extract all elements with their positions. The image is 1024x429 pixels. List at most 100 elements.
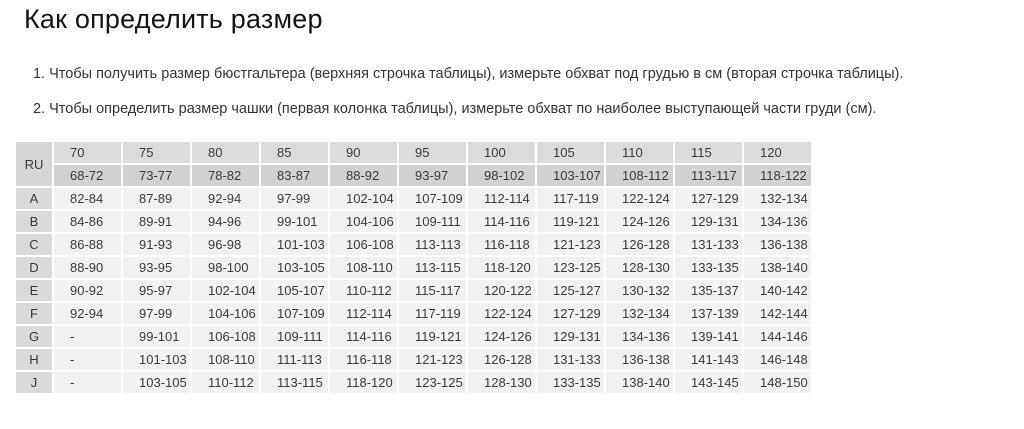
- size-table-body: A 82-84 87-89 92-94 97-99 102-104 107-109 112-1…: [16, 188, 811, 393]
- size-range-cell: 97-99: [261, 188, 328, 209]
- size-range-cell: 121-123: [399, 349, 466, 370]
- size-range-cell: 138-140: [606, 372, 673, 393]
- size-range-cell: 117-119: [537, 188, 604, 209]
- cup-letter-cell: C: [16, 234, 52, 255]
- size-range-cell: 134-136: [606, 326, 673, 347]
- size-range-cell: 84-86: [54, 211, 121, 232]
- cup-letter-cell: F: [16, 303, 52, 324]
- size-range-cell: 125-127: [537, 280, 604, 301]
- size-range-cell: 131-133: [675, 234, 742, 255]
- size-range-cell: 114-116: [330, 326, 397, 347]
- size-range-cell: 98-100: [192, 257, 259, 278]
- underbust-range-cell: 73-77: [123, 165, 190, 186]
- size-range-cell: 97-99: [123, 303, 190, 324]
- band-size-cell: 75: [123, 142, 190, 163]
- size-table: RU 70 75 80 85 90 95 100 105 110 115 120 68-72 73-77 7…: [14, 140, 813, 395]
- cup-letter-cell: B: [16, 211, 52, 232]
- size-range-cell: 111-113: [261, 349, 328, 370]
- band-size-cell: 115: [675, 142, 742, 163]
- underbust-range-cell: 93-97: [399, 165, 466, 186]
- size-range-cell: 131-133: [537, 349, 604, 370]
- size-range-cell: 105-107: [261, 280, 328, 301]
- cup-row-F: F 92-94 97-99 104-106 107-109 112-114 117-119 1…: [16, 303, 811, 324]
- band-size-row: RU 70 75 80 85 90 95 100 105 110 115 120: [16, 142, 811, 186]
- size-range-cell: 102-104: [330, 188, 397, 209]
- size-range-cell: 116-118: [468, 234, 535, 255]
- size-range-cell: 107-109: [399, 188, 466, 209]
- underbust-range-cell: 98-102: [468, 165, 535, 186]
- size-range-cell: 126-128: [468, 349, 535, 370]
- corner-ru-cell: RU: [16, 142, 52, 186]
- size-range-cell: 121-123: [537, 234, 604, 255]
- band-size-cell: 120: [744, 142, 811, 163]
- cup-letter-cell: A: [16, 188, 52, 209]
- size-range-cell: 109-111: [261, 326, 328, 347]
- size-range-cell: 128-130: [468, 372, 535, 393]
- size-range-cell: -: [54, 372, 121, 393]
- band-size-cell: 85: [261, 142, 328, 163]
- band-size-cell: 80: [192, 142, 259, 163]
- size-range-cell: 109-111: [399, 211, 466, 232]
- size-range-cell: 148-150: [744, 372, 811, 393]
- size-range-cell: 102-104: [192, 280, 259, 301]
- size-range-cell: 144-146: [744, 326, 811, 347]
- size-range-cell: 99-101: [261, 211, 328, 232]
- size-range-cell: 82-84: [54, 188, 121, 209]
- size-range-cell: 133-135: [675, 257, 742, 278]
- size-range-cell: 93-95: [123, 257, 190, 278]
- size-range-cell: 96-98: [192, 234, 259, 255]
- size-range-cell: 91-93: [123, 234, 190, 255]
- size-range-cell: 127-129: [675, 188, 742, 209]
- size-range-cell: 129-131: [675, 211, 742, 232]
- size-range-cell: 108-110: [330, 257, 397, 278]
- size-range-cell: 90-92: [54, 280, 121, 301]
- size-range-cell: 112-114: [330, 303, 397, 324]
- size-range-cell: 135-137: [675, 280, 742, 301]
- size-range-cell: 129-131: [537, 326, 604, 347]
- size-range-cell: 136-138: [606, 349, 673, 370]
- page-title: Как определить размер: [24, 4, 323, 34]
- cup-row-H: H -101-103 108-110 111-113 116-118 121-123 126…: [16, 349, 811, 370]
- size-range-cell: 126-128: [606, 234, 673, 255]
- band-size-cell: 105: [537, 142, 604, 163]
- size-range-cell: 118-120: [468, 257, 535, 278]
- size-range-cell: 104-106: [330, 211, 397, 232]
- cup-row-C: C 86-88 91-93 96-98 101-103 106-108 113-113 116…: [16, 234, 811, 255]
- size-range-cell: 136-138: [744, 234, 811, 255]
- size-range-cell: 138-140: [744, 257, 811, 278]
- size-range-cell: 107-109: [261, 303, 328, 324]
- band-size-cell: 95: [399, 142, 466, 163]
- size-range-cell: 95-97: [123, 280, 190, 301]
- band-size-cell: 100: [468, 142, 535, 163]
- size-range-cell: 117-119: [399, 303, 466, 324]
- size-range-cell: 88-90: [54, 257, 121, 278]
- underbust-range-cell: 68-72: [54, 165, 121, 186]
- size-range-cell: 119-121: [399, 326, 466, 347]
- size-range-cell: 94-96: [192, 211, 259, 232]
- size-range-cell: 114-116: [468, 211, 535, 232]
- size-range-cell: 137-139: [675, 303, 742, 324]
- size-range-cell: 130-132: [606, 280, 673, 301]
- size-range-cell: 134-136: [744, 211, 811, 232]
- size-range-cell: 146-148: [744, 349, 811, 370]
- cup-row-G: G -99-101 106-108 109-111 114-116 119-121 124-…: [16, 326, 811, 347]
- cup-letter-cell: E: [16, 280, 52, 301]
- cup-letter-cell: G: [16, 326, 52, 347]
- size-range-cell: 110-112: [330, 280, 397, 301]
- size-range-cell: 110-112: [192, 372, 259, 393]
- instruction-cup-size: 2. Чтобы определить размер чашки (первая…: [33, 101, 877, 117]
- cup-letter-cell: J: [16, 372, 52, 393]
- size-range-cell: 113-115: [261, 372, 328, 393]
- underbust-range-cell: 88-92: [330, 165, 397, 186]
- size-range-cell: 86-88: [54, 234, 121, 255]
- size-range-cell: 113-115: [399, 257, 466, 278]
- size-range-cell: 112-114: [468, 188, 535, 209]
- size-range-cell: 123-125: [399, 372, 466, 393]
- size-range-cell: 106-108: [192, 326, 259, 347]
- size-range-cell: 92-94: [54, 303, 121, 324]
- cup-row-E: E 90-92 95-97 102-104 105-107 110-112 115-117 1…: [16, 280, 811, 301]
- size-range-cell: 141-143: [675, 349, 742, 370]
- cup-row-A: A 82-84 87-89 92-94 97-99 102-104 107-109 112-1…: [16, 188, 811, 209]
- size-range-cell: 103-105: [123, 372, 190, 393]
